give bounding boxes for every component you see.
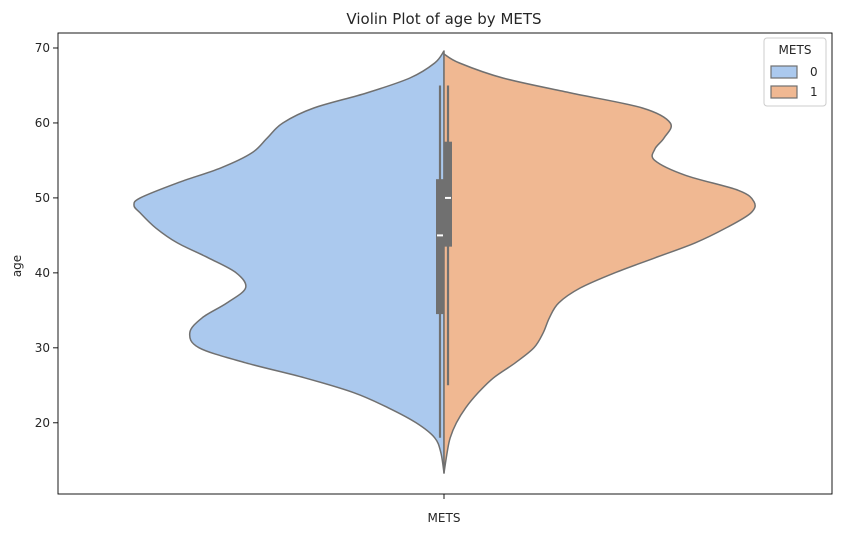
y-tick-label: 60 xyxy=(35,116,50,130)
legend-entry-label: 1 xyxy=(810,85,818,99)
y-tick-label: 30 xyxy=(35,341,50,355)
legend-swatch-1 xyxy=(770,85,798,99)
x-axis: METS xyxy=(428,494,461,525)
y-tick-label: 70 xyxy=(35,41,50,55)
legend-swatch-0 xyxy=(770,65,798,79)
chart-title: Violin Plot of age by METS xyxy=(346,10,541,28)
legend-entry-label: 0 xyxy=(810,65,818,79)
iqr-box-1 xyxy=(444,141,452,247)
violin-half-1 xyxy=(443,53,756,474)
legend-title: METS xyxy=(779,43,812,57)
iqr-box-0 xyxy=(436,179,444,315)
violin-half-0 xyxy=(133,50,445,474)
y-axis-label: age xyxy=(10,255,24,277)
x-tick-label: METS xyxy=(428,511,461,525)
y-axis: 20 30 40 50 60 70 xyxy=(35,41,58,430)
plot-area xyxy=(57,32,833,495)
legend: METS 0 1 xyxy=(763,37,827,107)
y-tick-label: 40 xyxy=(35,266,50,280)
y-tick-label: 50 xyxy=(35,191,50,205)
y-tick-label: 20 xyxy=(35,416,50,430)
plot-frame xyxy=(57,32,833,495)
